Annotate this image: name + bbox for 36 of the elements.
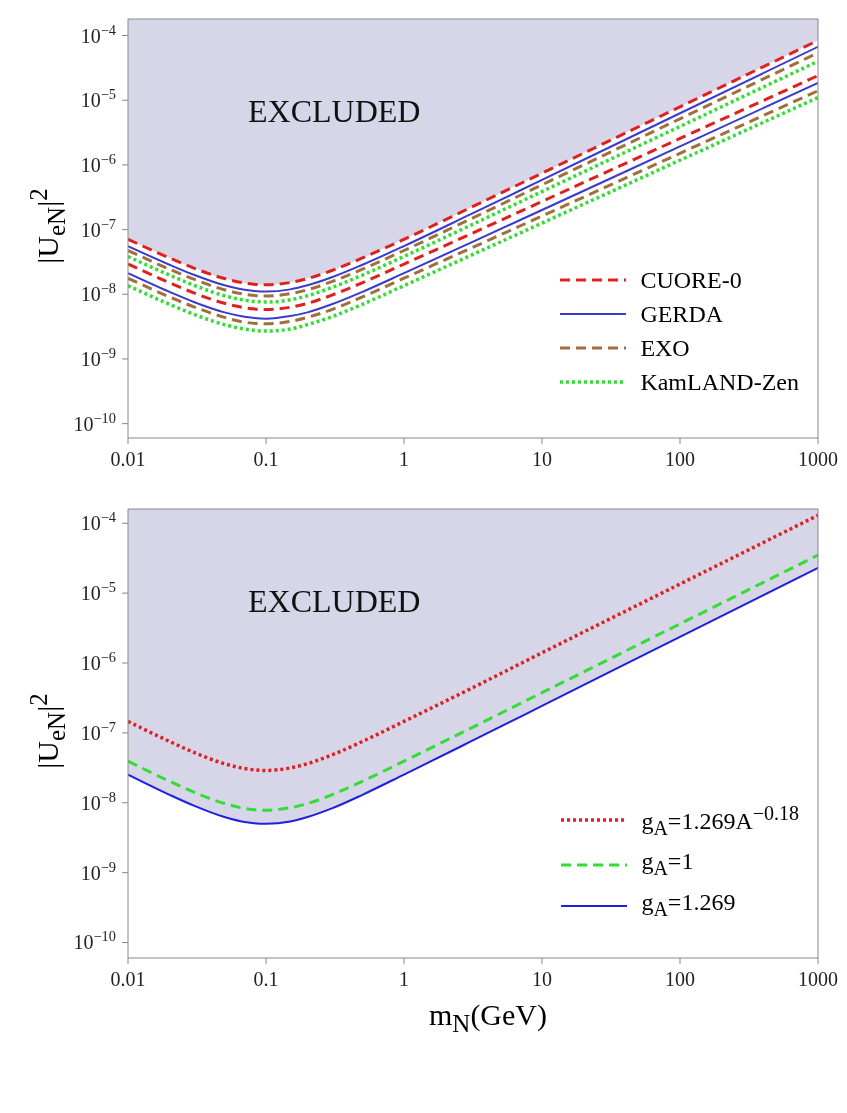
y-tick-label: 10$^{−4}$ xyxy=(80,21,116,47)
legend-label: GERDA xyxy=(640,300,724,329)
x-tick-label: 0.1 xyxy=(253,968,279,990)
x-tick-label: 0.01 xyxy=(110,968,146,990)
y-tick-label: 10$^{−10}$ xyxy=(73,409,116,435)
x-tick-label: 1000 xyxy=(798,968,838,990)
y-tick-label: 10$^{−8}$ xyxy=(80,788,116,814)
legend-label: g$_{A}$=1.269A$^{−0.18}$ xyxy=(641,800,799,841)
y-tick-label: 10$^{−9}$ xyxy=(80,858,116,884)
annotation: EXCLUDED xyxy=(248,93,421,130)
x-tick-label: 10 xyxy=(532,448,552,470)
y-tick-label: 10$^{−4}$ xyxy=(80,509,116,535)
x-tick-label: 100 xyxy=(665,968,695,990)
y-tick-label: 10$^{−8}$ xyxy=(80,280,116,306)
legend-label: g$_{A}$=1 xyxy=(641,847,694,882)
x-axis-title: m$_{N}$(GeV) xyxy=(427,998,548,1039)
y-tick-label: 10$^{−7}$ xyxy=(80,215,116,241)
x-tick-label: 0.1 xyxy=(253,448,279,470)
y-tick-label: 10$^{−9}$ xyxy=(80,344,116,370)
y-tick-label: 10$^{−5}$ xyxy=(80,579,116,605)
x-tick-label: 1000 xyxy=(798,448,838,470)
x-tick-label: 10 xyxy=(532,968,552,990)
legend-label: KamLAND-Zen xyxy=(640,368,799,397)
x-tick-label: 1 xyxy=(399,968,409,990)
y-tick-label: 10$^{−7}$ xyxy=(80,718,116,744)
x-tick-label: 0.01 xyxy=(110,448,146,470)
y-tick-label: 10$^{−6}$ xyxy=(80,150,116,176)
y-tick-label: 10$^{−6}$ xyxy=(80,649,116,675)
legend-label: EXO xyxy=(640,334,690,363)
annotation: EXCLUDED xyxy=(248,583,421,620)
x-tick-label: 1 xyxy=(399,448,409,470)
y-tick-label: 10$^{−5}$ xyxy=(80,86,116,112)
legend-label: CUORE-0 xyxy=(640,266,742,295)
x-tick-label: 100 xyxy=(665,448,695,470)
y-tick-label: 10$^{−10}$ xyxy=(73,928,116,954)
legend-label: g$_{A}$=1.269 xyxy=(641,888,736,922)
